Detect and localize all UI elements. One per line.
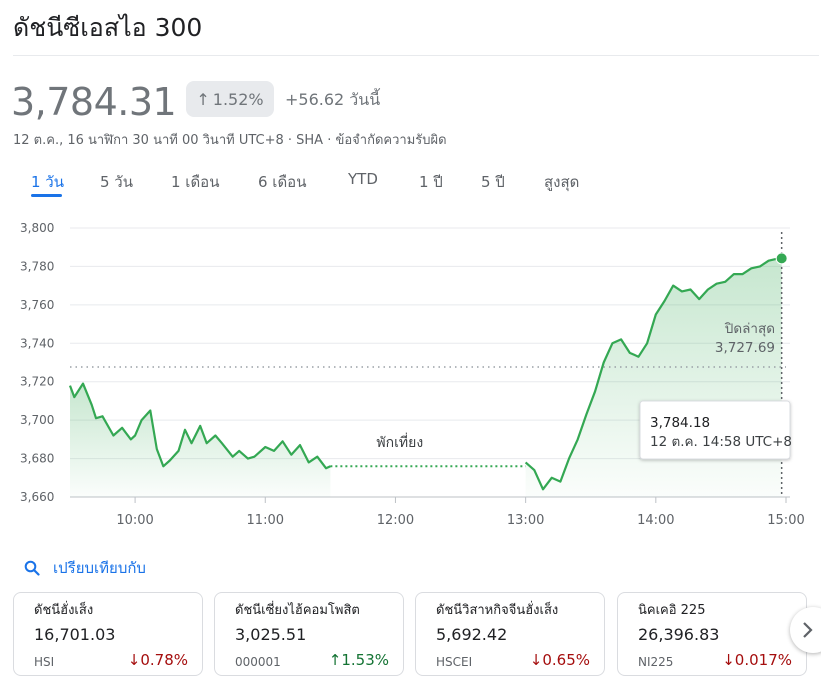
card-change: ↓0.017% xyxy=(722,651,792,669)
chevron-right-icon xyxy=(803,622,813,638)
tooltip-box xyxy=(639,400,791,460)
arrow-down-icon: ↓ xyxy=(127,651,141,669)
x-tick-label: 13:00 xyxy=(507,513,544,528)
y-tick-label: 3,660 xyxy=(20,490,54,504)
card-name: ดัชนีวิสาหกิจจีนฮั่งเส็ง xyxy=(436,603,559,618)
card-symbol: 000001 xyxy=(235,655,281,669)
tab-5-years[interactable]: 5 ปี xyxy=(481,173,505,191)
index-card-sse[interactable]: ดัชนีเซี่ยงไฮ้คอมโพสิต 3,025.51 000001 ↑… xyxy=(214,592,404,676)
card-change: ↑1.53% xyxy=(329,651,389,669)
tab-1-month[interactable]: 1 เดือน xyxy=(171,173,220,191)
index-card-ni225[interactable]: นิคเคอิ 225 26,396.83 NI225 ↓0.017% xyxy=(617,592,807,676)
chart-area-fills xyxy=(70,258,782,497)
tab-1-day[interactable]: 1 วัน xyxy=(31,173,64,191)
tooltip-value: 3,784.18 xyxy=(650,415,710,431)
y-tick-label: 3,780 xyxy=(20,259,54,273)
series-area-2 xyxy=(525,258,782,497)
search-icon xyxy=(24,560,40,576)
series-line-1 xyxy=(68,382,331,470)
card-symbol: HSI xyxy=(34,655,55,669)
index-card-hsi[interactable]: ดัชนีฮั่งเส็ง 16,701.03 HSI ↓0.78% xyxy=(13,592,203,676)
page-title: ดัชนีซีเอสไอ 300 xyxy=(13,13,203,42)
header-divider xyxy=(13,55,819,56)
chart-annotations: พักเที่ยง ปิดล่าสุด 3,727.69 3,784.18 12 ต.ค… xyxy=(70,232,792,497)
y-tick-label: 3,720 xyxy=(20,375,54,389)
card-name: ดัชนีเซี่ยงไฮ้คอมโพสิต xyxy=(235,603,360,618)
card-name: ดัชนีฮั่งเส็ง xyxy=(34,603,94,618)
x-tick-label: 11:00 xyxy=(247,513,284,528)
active-tab-indicator xyxy=(31,194,62,197)
arrow-down-icon: ↓ xyxy=(529,651,543,669)
card-symbol: NI225 xyxy=(638,655,674,669)
card-value: 16,701.03 xyxy=(34,625,116,644)
current-price: 3,784.31 xyxy=(11,80,177,124)
card-change-value: 0.017% xyxy=(734,651,792,669)
x-tick-label: 14:00 xyxy=(637,513,674,528)
range-tabs: 1 วัน 5 วัน 1 เดือน 6 เดือน YTD 1 ปี 5 ป… xyxy=(0,170,821,200)
lunch-break-label: พักเที่ยง xyxy=(376,433,423,451)
chart-series-lines xyxy=(68,257,782,491)
percent-change-value: 1.52% xyxy=(212,89,264,109)
card-value: 26,396.83 xyxy=(638,625,720,644)
compare-button[interactable]: เปรียบเทียบกับ xyxy=(24,556,146,580)
card-symbol: HSCEI xyxy=(436,655,473,669)
timestamp-meta: 12 ต.ค., 16 นาฬิกา 30 นาที 00 วินาที UTC… xyxy=(13,133,447,148)
index-card-hscei[interactable]: ดัชนีวิสาหกิจจีนฮั่งเส็ง 5,692.42 HSCEI … xyxy=(415,592,605,676)
y-tick-label: 3,740 xyxy=(20,336,54,350)
y-tick-label: 3,760 xyxy=(20,298,54,312)
last-point-marker xyxy=(775,252,788,265)
hover-tooltip: 3,784.18 12 ต.ค. 14:58 UTC+8 xyxy=(639,400,792,460)
series-area-1 xyxy=(70,383,331,497)
y-tick-label: 3,800 xyxy=(20,221,54,235)
tab-6-months[interactable]: 6 เดือน xyxy=(258,173,307,191)
previous-close-value: 3,727.69 xyxy=(715,340,775,356)
x-tick-label: 12:00 xyxy=(377,513,414,528)
chart-axes: 3,800 3,780 3,760 3,740 3,720 3,700 3,680 3,660… xyxy=(20,221,805,528)
price-chart[interactable]: 3,800 3,780 3,760 3,740 3,720 3,700 3,680 3,660… xyxy=(0,210,821,540)
absolute-change: +56.62 วันนี้ xyxy=(285,90,381,109)
y-tick-label: 3,700 xyxy=(20,413,54,427)
card-value: 5,692.42 xyxy=(436,625,508,644)
y-tick-label: 3,680 xyxy=(20,452,54,466)
previous-close-label: ปิดล่าสุด xyxy=(724,321,775,337)
card-change-value: 0.65% xyxy=(542,651,590,669)
x-tick-label: 15:00 xyxy=(767,513,804,528)
next-cards-button[interactable] xyxy=(790,607,821,653)
card-change-value: 0.78% xyxy=(140,651,188,669)
compare-label: เปรียบเทียบกับ xyxy=(53,559,146,577)
tab-ytd[interactable]: YTD xyxy=(348,170,378,188)
card-value: 3,025.51 xyxy=(235,625,307,644)
percent-change-badge: ↑ 1.52% xyxy=(186,81,274,117)
arrow-up-icon: ↑ xyxy=(328,651,342,669)
card-change: ↓0.65% xyxy=(530,651,590,669)
card-change: ↓0.78% xyxy=(128,651,188,669)
tab-max[interactable]: สูงสุด xyxy=(544,173,580,191)
arrow-down-icon: ↓ xyxy=(722,651,735,669)
tooltip-time: 12 ต.ค. 14:58 UTC+8 xyxy=(650,434,792,450)
tab-1-year[interactable]: 1 ปี xyxy=(419,173,443,191)
card-change-value: 1.53% xyxy=(341,651,389,669)
arrow-up-icon: ↑ xyxy=(196,89,210,109)
tab-5-days[interactable]: 5 วัน xyxy=(100,173,133,191)
series-line-2 xyxy=(524,257,782,491)
x-tick-label: 10:00 xyxy=(116,513,153,528)
card-name: นิคเคอิ 225 xyxy=(638,603,706,618)
